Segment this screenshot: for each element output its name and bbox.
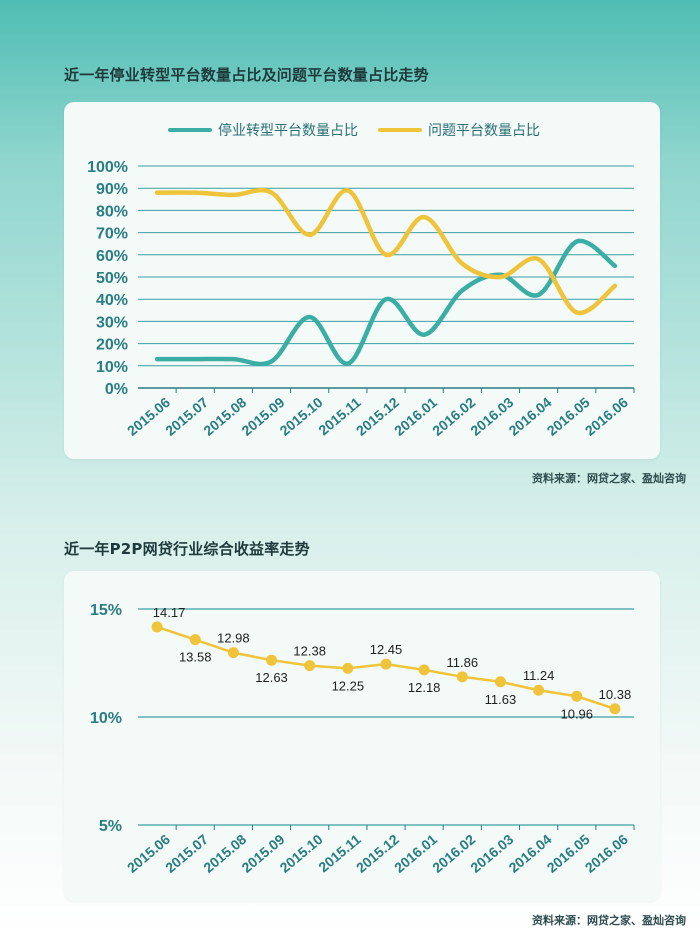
data-label: 11.63	[485, 692, 517, 707]
y-tick-label: 70%	[96, 226, 128, 243]
data-point	[304, 660, 316, 672]
y-tick-label: 100%	[87, 159, 128, 176]
data-point	[342, 662, 354, 674]
data-label: 11.86	[447, 655, 479, 670]
data-point	[571, 690, 583, 702]
y-tick-label: 40%	[96, 292, 128, 309]
chart2-title: 近一年P2P网贷行业综合收益率走势	[64, 540, 310, 558]
series-line-1	[154, 187, 618, 316]
y-tick-label: 60%	[96, 248, 128, 265]
chart2-card: 5% 10% 15% 2015.06 2015.07 2015.08 2015.09 2015…	[64, 571, 660, 901]
chart1-title: 近一年停业转型平台数量占比及问题平台数量占比走势	[64, 66, 429, 84]
chart1-source: 资料来源：网贷之家、盈灿咨询	[532, 472, 686, 485]
data-point	[418, 664, 430, 676]
series-line-0	[154, 238, 618, 367]
y-tick-label: 15%	[90, 602, 122, 619]
y-tick-label: 10%	[90, 710, 122, 727]
data-label: 12.25	[332, 678, 365, 693]
data-label: 14.17	[153, 605, 186, 620]
chart2-source: 资料来源：网贷之家、盈灿咨询	[532, 914, 686, 927]
data-point	[189, 634, 201, 646]
data-label: 13.58	[179, 650, 212, 665]
data-label: 12.18	[408, 680, 441, 695]
data-label: 12.38	[293, 644, 326, 659]
data-point	[151, 621, 163, 633]
y-tick-label: 50%	[96, 270, 128, 287]
chart2-svg: 5%10%15%2015.062015.072015.082015.092015…	[90, 602, 635, 876]
data-label: 12.45	[370, 642, 403, 657]
x-tick-label: 2016.06	[582, 831, 631, 876]
data-point	[494, 676, 506, 688]
chart1-card: 停业转型平台数量占比 问题平台数量占比 0% 10% 20% 30% 40% 50% 60% 70…	[64, 102, 660, 459]
y-tick-label: 20%	[96, 337, 128, 354]
data-point	[609, 703, 621, 715]
data-label: 10.96	[560, 706, 593, 721]
data-point	[533, 684, 545, 696]
chart1-svg: 停业转型平台数量占比 问题平台数量占比 0% 10% 20% 30% 40% 50% 60% 70…	[87, 122, 635, 439]
y-tick-label: 90%	[96, 181, 128, 198]
x-tick-label: 2016.06	[582, 394, 631, 439]
data-label: 10.38	[599, 687, 632, 702]
y-tick-label: 30%	[96, 314, 128, 331]
y-tick-label: 10%	[96, 359, 128, 376]
legend-label: 停业转型平台数量占比	[218, 122, 358, 138]
x-tick-label: 2015.10	[277, 394, 326, 439]
y-tick-label: 5%	[99, 818, 122, 835]
data-point	[380, 658, 392, 670]
chart1-legend: 停业转型平台数量占比 问题平台数量占比	[168, 122, 540, 138]
data-label: 12.63	[255, 670, 288, 685]
data-point	[227, 647, 239, 659]
data-label: 11.24	[523, 668, 555, 683]
y-tick-label: 0%	[105, 381, 128, 398]
x-tick-label: 2015.10	[277, 831, 326, 876]
legend-label: 问题平台数量占比	[428, 122, 540, 138]
y-tick-label: 80%	[96, 203, 128, 220]
data-point	[266, 654, 278, 666]
data-label: 12.98	[217, 631, 250, 646]
data-point	[456, 671, 468, 683]
